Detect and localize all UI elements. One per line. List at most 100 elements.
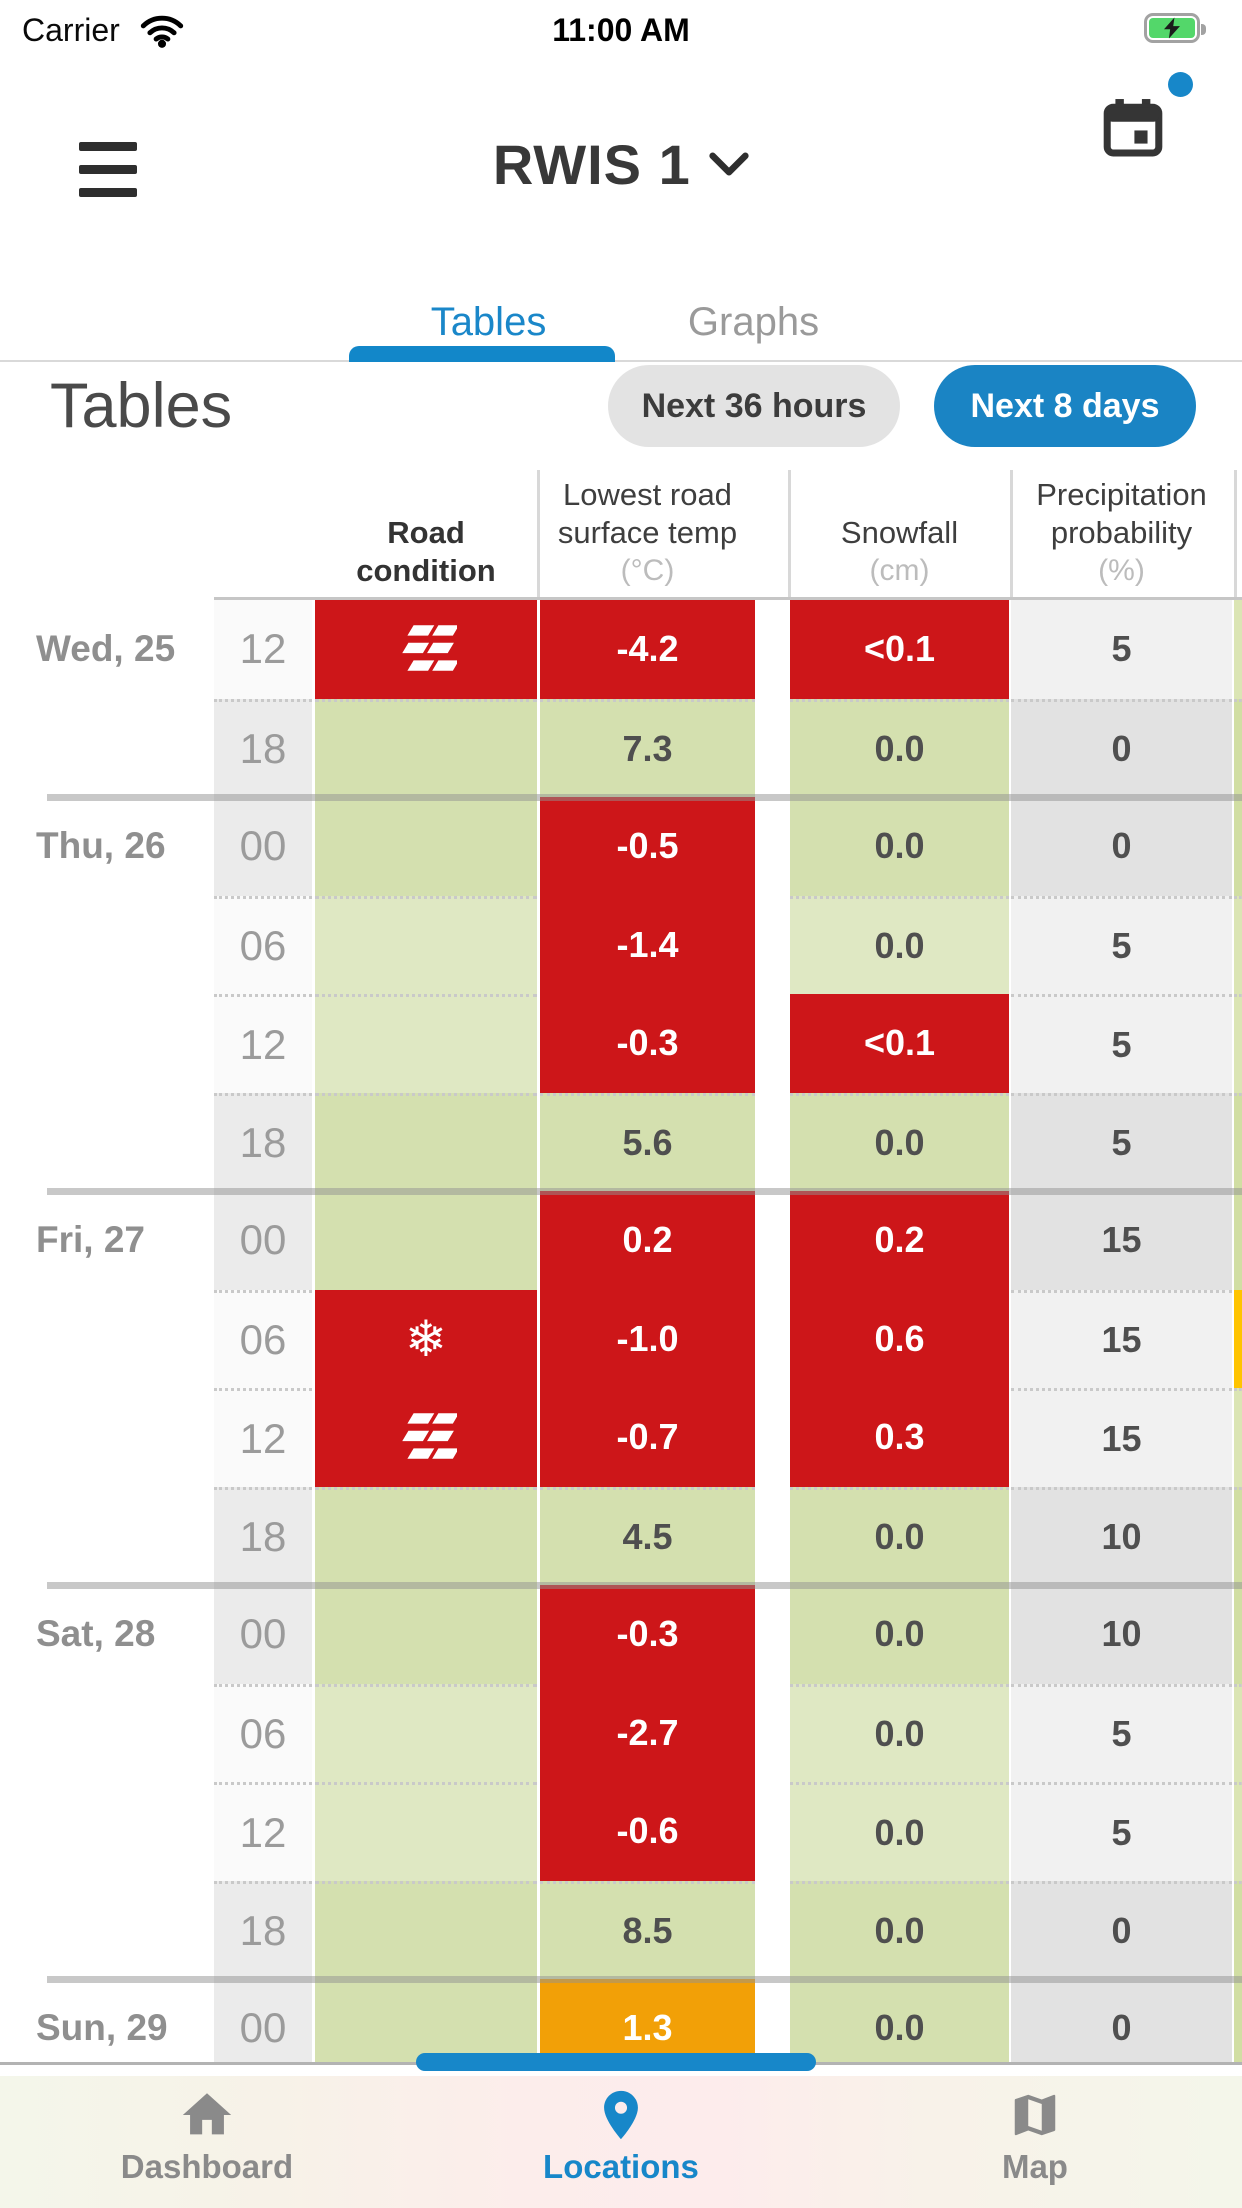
column-header-snowfall: Snowfall (cm) bbox=[840, 515, 959, 587]
snowfall-cell: 0.0 bbox=[790, 797, 1009, 896]
road-condition-cell bbox=[315, 895, 537, 994]
day-label bbox=[0, 699, 214, 798]
column-divider bbox=[788, 470, 791, 600]
table-row: 18 5.6 0.0 5 bbox=[0, 1092, 1242, 1192]
precip-probability-cell: 15 bbox=[1011, 1388, 1232, 1487]
table-row: 12 -0.6 0.0 5 bbox=[0, 1782, 1242, 1881]
table-body: Wed, 25 12 -4.2 <0.1 5 18 7.3 0.0 0 Thu, 26 00 -0.5… bbox=[0, 600, 1242, 2062]
day-label: Fri, 27 bbox=[36, 1219, 145, 1261]
nav-dashboard[interactable]: Dashboard bbox=[0, 2076, 414, 2208]
precip-probability-cell: 5 bbox=[1011, 994, 1232, 1093]
precip-probability-cell: 5 bbox=[1011, 1092, 1232, 1191]
menu-button[interactable] bbox=[79, 142, 137, 198]
time-cell: 12 bbox=[214, 1782, 312, 1881]
tab-tables[interactable]: Tables bbox=[430, 300, 547, 344]
precip-probability-cell: 0 bbox=[1011, 698, 1232, 797]
bottom-navigation: Dashboard Locations Map bbox=[0, 2076, 1242, 2208]
snowfall-cell: 0.0 bbox=[790, 1486, 1009, 1585]
surface-temp-cell: -1.4 bbox=[540, 895, 755, 994]
day-label bbox=[0, 1290, 214, 1389]
time-cell: 18 bbox=[214, 1092, 312, 1191]
snowfall-cell: <0.1 bbox=[790, 600, 1009, 699]
column-header-surface-temp: Lowest road surface temp (°C) bbox=[557, 477, 738, 587]
road-condition-cell bbox=[315, 1191, 537, 1290]
snowfall-cell: 0.0 bbox=[790, 1585, 1009, 1684]
edge-preview-cell bbox=[1234, 994, 1242, 1093]
time-cell: 06 bbox=[214, 1289, 312, 1388]
surface-temp-cell: -0.3 bbox=[540, 1585, 755, 1684]
edge-preview-cell bbox=[1234, 1683, 1242, 1782]
snowfall-cell: 0.2 bbox=[790, 1191, 1009, 1290]
slippery-road-icon bbox=[402, 625, 457, 671]
next-8-days-button[interactable]: Next 8 days bbox=[934, 365, 1196, 447]
road-condition-cell bbox=[315, 1683, 537, 1782]
column-divider bbox=[537, 470, 540, 600]
table-row: Sun, 29 00 1.3 0.0 0 bbox=[0, 1979, 1242, 2062]
surface-temp-cell: 7.3 bbox=[540, 698, 755, 797]
edge-preview-cell bbox=[1234, 797, 1242, 896]
day-label: Wed, 25 bbox=[36, 628, 176, 670]
tab-graphs[interactable]: Graphs bbox=[687, 300, 820, 344]
column-divider bbox=[1010, 470, 1013, 600]
day-label bbox=[0, 896, 214, 995]
day-label: Thu, 26 bbox=[36, 825, 166, 867]
surface-temp-cell: 0.2 bbox=[540, 1191, 755, 1290]
time-cell: 00 bbox=[214, 1191, 312, 1290]
time-cell: 00 bbox=[214, 1979, 312, 2062]
snowfall-cell: 0.0 bbox=[790, 1979, 1009, 2062]
table-row: 12 -0.3 <0.1 5 bbox=[0, 994, 1242, 1093]
column-header-precipitation: Precipitation probability (%) bbox=[1036, 477, 1207, 587]
calendar-button[interactable] bbox=[1100, 92, 1170, 164]
view-tabs: Tables Graphs bbox=[356, 296, 886, 348]
table-header: Road condition Lowest road surface temp (°… bbox=[0, 455, 1242, 600]
surface-temp-cell: -2.7 bbox=[540, 1683, 755, 1782]
edge-preview-cell bbox=[1234, 895, 1242, 994]
horizontal-scrollbar[interactable] bbox=[416, 2053, 816, 2071]
snowfall-cell: 0.0 bbox=[790, 895, 1009, 994]
location-selector[interactable]: RWIS 1 bbox=[0, 132, 1242, 197]
nav-locations[interactable]: Locations bbox=[414, 2076, 828, 2208]
column-divider bbox=[1234, 470, 1237, 600]
snowfall-cell: 0.6 bbox=[790, 1289, 1009, 1388]
snowfall-cell: 0.0 bbox=[790, 1880, 1009, 1979]
table-row: 06 ❄ -1.0 0.6 15 bbox=[0, 1289, 1242, 1389]
nav-map[interactable]: Map bbox=[828, 2076, 1242, 2208]
edge-preview-cell bbox=[1234, 1092, 1242, 1191]
header-underline bbox=[214, 597, 1242, 600]
next-36-hours-button[interactable]: Next 36 hours bbox=[608, 365, 900, 447]
time-cell: 12 bbox=[214, 1388, 312, 1487]
section-title: Tables bbox=[50, 371, 233, 441]
precip-probability-cell: 5 bbox=[1011, 895, 1232, 994]
surface-temp-cell: -0.3 bbox=[540, 994, 755, 1093]
edge-preview-cell bbox=[1234, 600, 1242, 699]
surface-temp-cell: 5.6 bbox=[540, 1092, 755, 1191]
precip-probability-cell: 10 bbox=[1011, 1486, 1232, 1585]
surface-temp-cell: -1.0 bbox=[540, 1289, 755, 1388]
snowfall-cell: <0.1 bbox=[790, 994, 1009, 1093]
road-condition-cell bbox=[315, 1782, 537, 1881]
notification-dot bbox=[1168, 72, 1193, 97]
day-separator bbox=[47, 794, 1242, 801]
carrier-label: Carrier bbox=[22, 12, 120, 48]
snowfall-cell: 0.0 bbox=[790, 1782, 1009, 1881]
day-label bbox=[0, 1093, 214, 1192]
precip-probability-cell: 5 bbox=[1011, 1683, 1232, 1782]
wifi-icon bbox=[140, 14, 184, 53]
precip-probability-cell: 10 bbox=[1011, 1585, 1232, 1684]
time-cell: 18 bbox=[214, 1880, 312, 1979]
road-condition-cell bbox=[315, 1486, 537, 1585]
snowfall-cell: 0.3 bbox=[790, 1388, 1009, 1487]
snowfall-cell: 0.0 bbox=[790, 1683, 1009, 1782]
day-label: Sun, 29 bbox=[36, 2007, 168, 2049]
battery-icon bbox=[1144, 13, 1206, 43]
road-condition-cell bbox=[315, 1388, 537, 1487]
precip-probability-cell: 0 bbox=[1011, 797, 1232, 896]
road-condition-cell bbox=[315, 1585, 537, 1684]
day-label bbox=[0, 1782, 214, 1881]
edge-preview-cell bbox=[1234, 1486, 1242, 1585]
page-title: RWIS 1 bbox=[492, 133, 691, 196]
edge-preview-cell bbox=[1234, 1388, 1242, 1487]
edge-preview-cell bbox=[1234, 1979, 1242, 2062]
time-cell: 18 bbox=[214, 1486, 312, 1585]
